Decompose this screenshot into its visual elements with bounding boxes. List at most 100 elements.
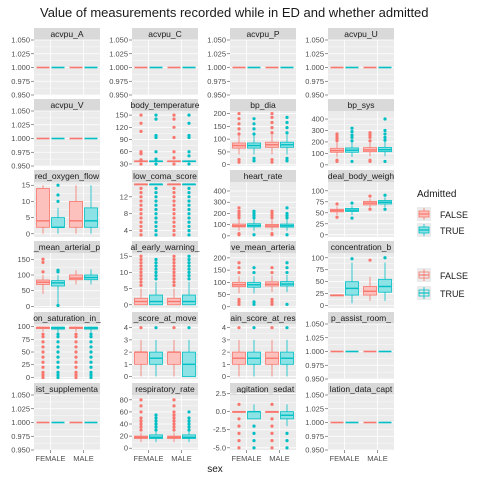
facet-panel: deal_body_weigh 0 25 50 75 100 <box>311 170 394 239</box>
outlier-point <box>335 132 339 136</box>
strip-label: heart_rate <box>244 171 283 181</box>
outlier-point <box>56 335 60 339</box>
y-tick-label: 4 <box>124 323 128 332</box>
outlier-point <box>252 216 256 220</box>
y-tick-label: 0.950 <box>305 375 324 384</box>
outlier-point <box>172 280 176 284</box>
facet-panel: respiratory_rate 0 20 40 60 80 FEMALE MALE <box>120 383 198 463</box>
y-tick-label: 50 <box>316 208 324 217</box>
outlier-point <box>187 162 191 166</box>
y-tick-label: 1.000 <box>11 63 30 72</box>
outlier-point <box>237 160 241 164</box>
y-tick-label: 1.025 <box>305 404 324 413</box>
y-tick-label: 1.050 <box>11 36 30 45</box>
outlier-point <box>56 183 60 187</box>
outlier-point <box>139 410 143 414</box>
outlier-point <box>154 274 158 278</box>
outlier-point <box>383 132 387 136</box>
outlier-point <box>139 428 143 432</box>
outlier-point <box>270 120 274 125</box>
outlier-point <box>41 355 45 359</box>
outlier-point <box>270 270 274 275</box>
outlier-point <box>139 190 143 195</box>
y-tick-label: 0 <box>320 160 324 169</box>
outlier-point <box>187 224 191 229</box>
outlier-point <box>154 190 158 195</box>
x-tick-label: FEMALE <box>231 454 261 463</box>
outlier-point <box>187 428 191 432</box>
outlier-point <box>56 345 60 349</box>
box-iqr <box>182 294 196 306</box>
y-tick-label: 15 <box>22 181 30 190</box>
legend-entry: TRUE <box>417 223 465 237</box>
outlier-point <box>74 360 78 364</box>
outlier-point <box>270 115 274 119</box>
outlier-point <box>41 375 45 380</box>
y-tick-label: 4 <box>124 226 128 235</box>
y-tick-label: 1.025 <box>207 49 226 58</box>
outlier-point <box>252 300 256 304</box>
y-tick-label: 0.975 <box>11 148 30 157</box>
y-tick-label: 1.050 <box>305 320 324 329</box>
facet-panel: acvpu_U 0.950 0.975 1.000 1.025 1.050 <box>305 28 394 100</box>
outlier-point <box>187 419 191 423</box>
outlier-point <box>154 203 158 207</box>
outlier-point <box>252 326 256 330</box>
strip-label: acvpu_P <box>246 29 279 39</box>
outlier-point <box>187 416 191 420</box>
y-tick-label: 25 <box>316 289 324 298</box>
facet-panel: ain_score_at_res 0 1 2 3 4 <box>222 312 296 381</box>
strip-label: _mean_arterial_p <box>33 242 100 252</box>
outlier-point <box>139 162 143 166</box>
y-tick-label: 75 <box>22 335 30 344</box>
outlier-point <box>154 199 158 203</box>
y-tick-label: 10 <box>120 268 128 277</box>
outlier-point <box>139 121 143 125</box>
y-tick-label: 12 <box>120 192 128 201</box>
outlier-point <box>335 215 339 219</box>
outlier-point <box>139 186 143 190</box>
outlier-point <box>350 201 354 205</box>
outlier-point <box>335 202 339 206</box>
outlier-point <box>154 212 158 216</box>
outlier-point <box>285 206 289 210</box>
y-tick-label: 20 <box>120 432 128 441</box>
outlier-point <box>172 404 176 408</box>
strip-label: _agitation_sedat <box>231 384 295 394</box>
y-tick-label: 50 <box>22 286 30 295</box>
outlier-point <box>172 267 176 271</box>
outlier-point <box>350 135 354 139</box>
facet-panel: low_coma_score 4 8 12 <box>120 170 198 237</box>
y-tick-label: 1.000 <box>11 418 30 427</box>
outlier-point <box>41 260 45 265</box>
outlier-point <box>237 431 241 435</box>
outlier-point <box>74 375 78 380</box>
panel-background <box>230 253 296 308</box>
outlier-point <box>383 193 387 197</box>
outlier-point <box>368 258 372 262</box>
outlier-point <box>252 209 256 213</box>
outlier-point <box>350 139 354 143</box>
strip-label: acvpu_C <box>148 29 182 39</box>
chart-title: Value of measurements recorded while in … <box>40 5 429 20</box>
x-tick-label: FEMALE <box>133 454 163 463</box>
outlier-point <box>154 419 158 423</box>
facet-panel: body_temperature 30 60 90 120 150 <box>115 99 200 168</box>
y-tick-label: 50 <box>218 147 226 156</box>
outlier-point <box>89 355 93 359</box>
facet-panel: on_saturation_in_ 0 25 50 75 100 <box>17 312 101 382</box>
y-tick-label: 150 <box>213 122 226 131</box>
strip-label: al_early_warning_ <box>131 242 200 252</box>
outlier-point <box>154 264 158 268</box>
facet-panel: bp_dia 0 50 100 150 200 <box>213 99 296 169</box>
outlier-point <box>187 203 191 207</box>
outlier-point <box>41 335 45 339</box>
strip-label: deal_body_weigh <box>328 171 394 181</box>
panel-background <box>230 182 296 237</box>
outlier-point <box>383 128 387 133</box>
outlier-point <box>139 233 143 237</box>
y-tick-label: 0 <box>124 372 128 381</box>
outlier-point <box>285 270 289 275</box>
y-tick-label: 2 <box>124 348 128 357</box>
outlier-point <box>139 199 143 203</box>
